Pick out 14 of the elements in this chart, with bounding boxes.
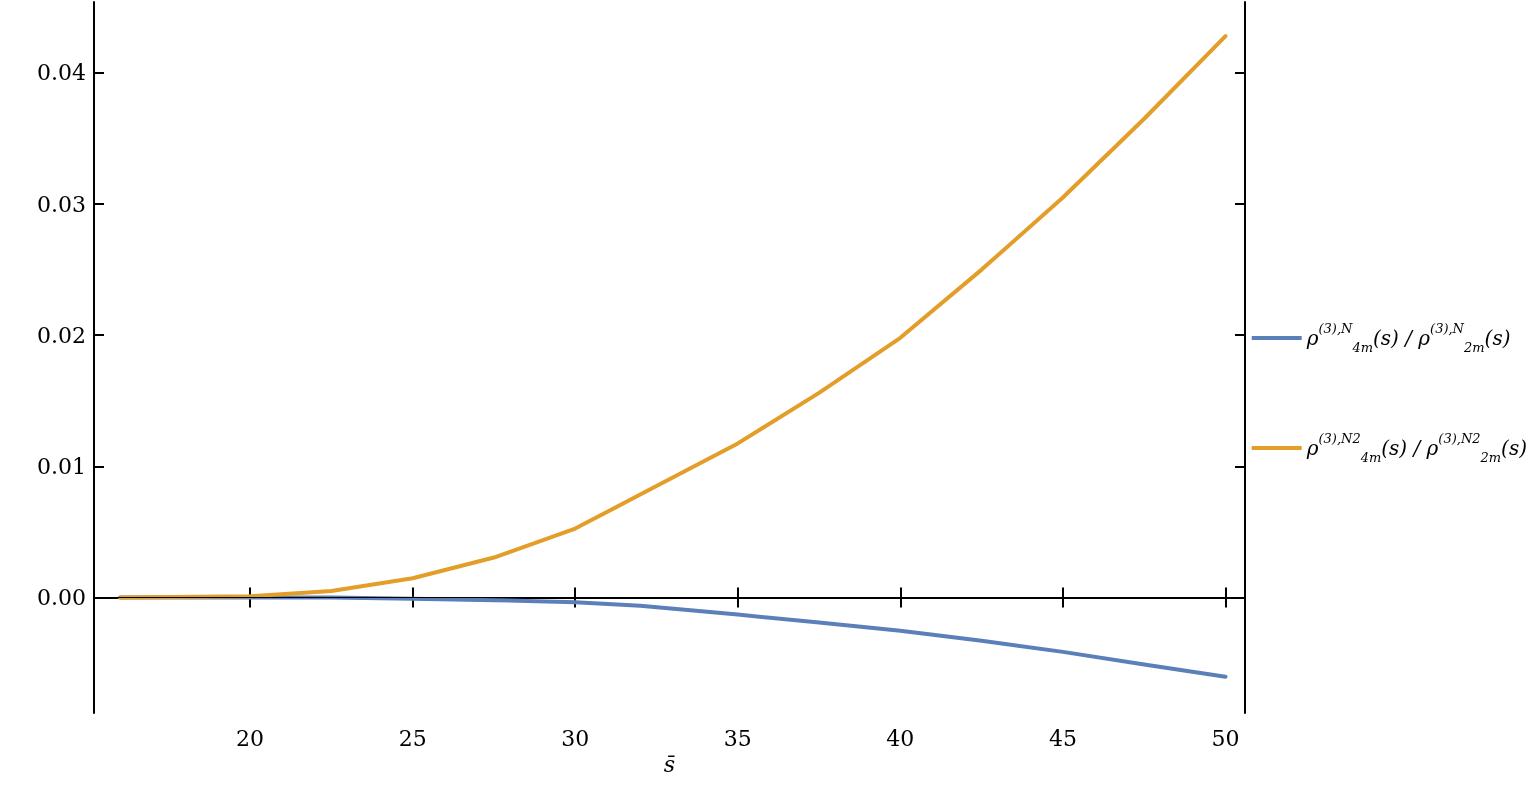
y-tick-label: 0.01 [37,453,86,479]
y-tick-label: 0.03 [37,191,86,217]
x-tick-label: 35 [723,725,752,751]
x-tick-label: 25 [398,725,427,751]
x-tick-label: 20 [236,725,265,751]
x-tick-label: 45 [1048,725,1077,751]
x-tick-label: 30 [561,725,590,751]
y-tick-label: 0.02 [37,322,86,348]
line-series [118,34,1228,600]
x-axis-title: s̄ [663,752,676,778]
y-tick-label: 0.04 [37,60,86,86]
x-tick-label: 50 [1211,725,1240,751]
y-tick-label: 0.00 [37,585,86,611]
x-tick-label: 40 [886,725,915,751]
